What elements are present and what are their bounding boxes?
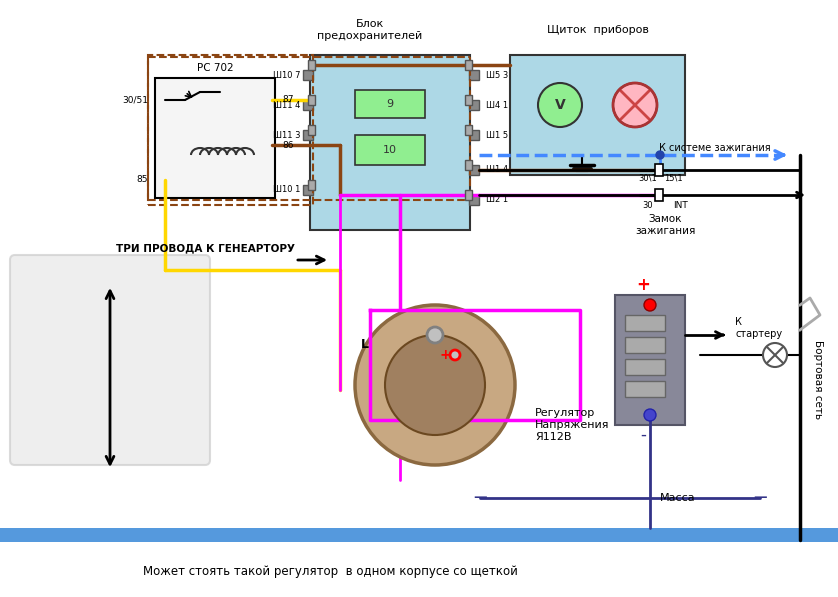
Text: Щиток  приборов: Щиток приборов [547,25,649,35]
Bar [308,60,315,70]
Bar [303,130,313,140]
Text: ТРИ ПРОВОДА К ГЕНЕАРТОРУ: ТРИ ПРОВОДА К ГЕНЕАРТОРУ [116,243,294,253]
Bar [625,359,665,375]
Circle shape [538,83,582,127]
Text: Замок
зажигания: Замок зажигания [635,214,696,236]
Bar [303,70,313,80]
Text: 30/51: 30/51 [122,96,148,104]
Bar [465,125,472,135]
Bar [469,165,479,175]
Bar [310,55,470,230]
Text: 10: 10 [383,145,397,155]
Bar [469,195,479,205]
Bar [355,135,425,165]
Text: Ш1 4: Ш1 4 [486,165,508,174]
Text: INT: INT [673,201,687,210]
Bar [355,90,425,118]
Text: +: + [439,348,451,362]
Text: ─: ─ [754,488,766,507]
Bar [303,100,313,110]
Bar [465,160,472,170]
Text: РС 702: РС 702 [197,63,233,73]
Bar [308,180,315,190]
Text: Ш5 3: Ш5 3 [486,70,509,79]
Text: -: - [640,426,646,444]
Text: 86: 86 [282,140,293,149]
Text: Ш11 4: Ш11 4 [272,100,300,109]
Circle shape [656,151,664,159]
Text: 30\1: 30\1 [639,174,657,183]
Text: Ш4 1: Ш4 1 [486,100,508,109]
Bar [308,125,315,135]
Text: 87: 87 [282,96,293,104]
Bar [0,528,838,542]
Text: Ш10 1: Ш10 1 [272,186,300,195]
Text: Регулятор
Напряжения
Я112В: Регулятор Напряжения Я112В [535,408,609,442]
Text: Может стоять такой регулятор  в одном корпусе со щеткой: Может стоять такой регулятор в одном кор… [142,565,517,578]
Bar [469,130,479,140]
Text: К системе зажигания: К системе зажигания [660,143,771,153]
Text: L: L [361,338,369,352]
Circle shape [613,83,657,127]
Text: V: V [555,98,566,112]
Text: Ш11 3: Ш11 3 [272,131,300,140]
Text: 85: 85 [137,176,148,184]
Text: Ш10 7: Ш10 7 [272,70,300,79]
Text: Масса: Масса [660,493,696,503]
Bar [155,78,275,198]
Circle shape [355,305,515,465]
Bar [510,55,685,175]
Bar [465,190,472,200]
Text: Бортовая сеть: Бортовая сеть [813,340,823,420]
FancyBboxPatch shape [10,255,210,465]
Bar [469,70,479,80]
Circle shape [427,327,443,343]
Text: Ш2 1: Ш2 1 [486,195,508,205]
Bar [465,95,472,105]
Bar [465,60,472,70]
Bar [625,381,665,397]
Bar [655,164,663,176]
Text: Блок
предохранителей: Блок предохранителей [318,19,422,41]
Bar [655,189,663,201]
Bar [625,315,665,331]
Circle shape [450,350,460,360]
Circle shape [385,335,485,435]
Bar [615,295,685,425]
Bar [303,185,313,195]
Circle shape [644,409,656,421]
Bar [469,100,479,110]
Text: 15\1: 15\1 [664,174,682,183]
Bar [148,55,313,205]
Bar [625,337,665,353]
Bar [308,95,315,105]
Text: 30: 30 [643,201,654,210]
Circle shape [644,299,656,311]
Text: ─: ─ [474,488,486,507]
Circle shape [763,343,787,367]
Text: К
стартеру: К стартеру [735,317,782,339]
Text: Ш1 5: Ш1 5 [486,131,508,140]
Text: +: + [636,276,650,294]
Text: 9: 9 [386,99,394,109]
